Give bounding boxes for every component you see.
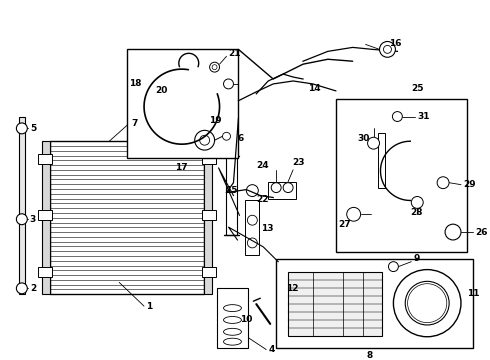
Circle shape	[271, 183, 281, 193]
Circle shape	[389, 262, 398, 271]
Bar	[42, 141, 49, 294]
Text: 12: 12	[286, 284, 298, 293]
Text: 4: 4	[268, 345, 274, 354]
Text: 18: 18	[129, 80, 142, 89]
Circle shape	[210, 62, 220, 72]
Text: 27: 27	[338, 220, 350, 229]
Text: 23: 23	[292, 158, 305, 167]
Text: 15: 15	[225, 186, 238, 195]
Circle shape	[380, 41, 395, 57]
Bar	[19, 117, 25, 294]
Text: 26: 26	[475, 228, 488, 237]
Text: 31: 31	[417, 112, 430, 121]
Circle shape	[384, 45, 392, 53]
Circle shape	[347, 207, 361, 221]
Circle shape	[418, 294, 437, 312]
Circle shape	[16, 283, 27, 294]
Text: 21: 21	[228, 49, 241, 58]
Bar	[38, 267, 51, 276]
Ellipse shape	[223, 338, 242, 345]
Circle shape	[200, 135, 210, 145]
Circle shape	[415, 291, 440, 316]
Text: 29: 29	[463, 180, 476, 189]
Ellipse shape	[223, 328, 242, 335]
Circle shape	[437, 177, 449, 189]
Text: 14: 14	[308, 84, 320, 93]
Circle shape	[411, 197, 423, 208]
Bar	[276, 259, 473, 348]
Bar	[202, 267, 216, 276]
Circle shape	[212, 65, 217, 69]
Circle shape	[16, 123, 27, 134]
Circle shape	[405, 281, 449, 325]
Circle shape	[195, 130, 215, 150]
Text: 17: 17	[175, 163, 188, 172]
Text: 6: 6	[238, 134, 244, 143]
Bar	[202, 210, 216, 220]
Text: 7: 7	[131, 119, 138, 128]
Text: 24: 24	[256, 161, 269, 170]
Bar	[288, 271, 383, 336]
Text: 25: 25	[411, 84, 424, 93]
Ellipse shape	[223, 305, 242, 311]
Bar	[38, 154, 51, 164]
Bar	[336, 99, 467, 252]
Circle shape	[246, 185, 258, 197]
Bar	[38, 210, 51, 220]
Text: 11: 11	[467, 289, 479, 298]
Text: 3: 3	[30, 215, 36, 224]
Circle shape	[408, 284, 447, 323]
Bar	[217, 288, 248, 348]
Bar	[202, 154, 216, 164]
Circle shape	[247, 238, 257, 248]
Text: 10: 10	[241, 315, 253, 324]
Bar	[204, 141, 212, 294]
Text: 2: 2	[30, 284, 36, 293]
Circle shape	[16, 214, 27, 225]
Bar	[225, 156, 238, 235]
Text: 19: 19	[209, 116, 221, 125]
Bar	[245, 201, 259, 255]
Text: 28: 28	[410, 208, 423, 217]
Text: 16: 16	[390, 39, 402, 48]
Text: 30: 30	[358, 134, 370, 143]
Bar	[377, 133, 386, 188]
Text: 9: 9	[413, 254, 419, 263]
Circle shape	[222, 132, 230, 140]
Circle shape	[393, 270, 461, 337]
Circle shape	[223, 79, 233, 89]
Bar	[268, 182, 296, 199]
Circle shape	[392, 112, 402, 121]
Text: 1: 1	[146, 302, 152, 311]
Circle shape	[445, 224, 461, 240]
Bar	[49, 141, 204, 294]
Circle shape	[283, 183, 293, 193]
Text: 13: 13	[261, 224, 274, 233]
Circle shape	[247, 215, 257, 225]
Circle shape	[410, 286, 444, 320]
Text: 20: 20	[155, 86, 168, 95]
Text: 8: 8	[367, 351, 373, 360]
Text: 5: 5	[30, 124, 36, 133]
Text: 22: 22	[256, 195, 269, 204]
Ellipse shape	[223, 316, 242, 323]
Circle shape	[368, 137, 380, 149]
Bar	[127, 49, 239, 158]
